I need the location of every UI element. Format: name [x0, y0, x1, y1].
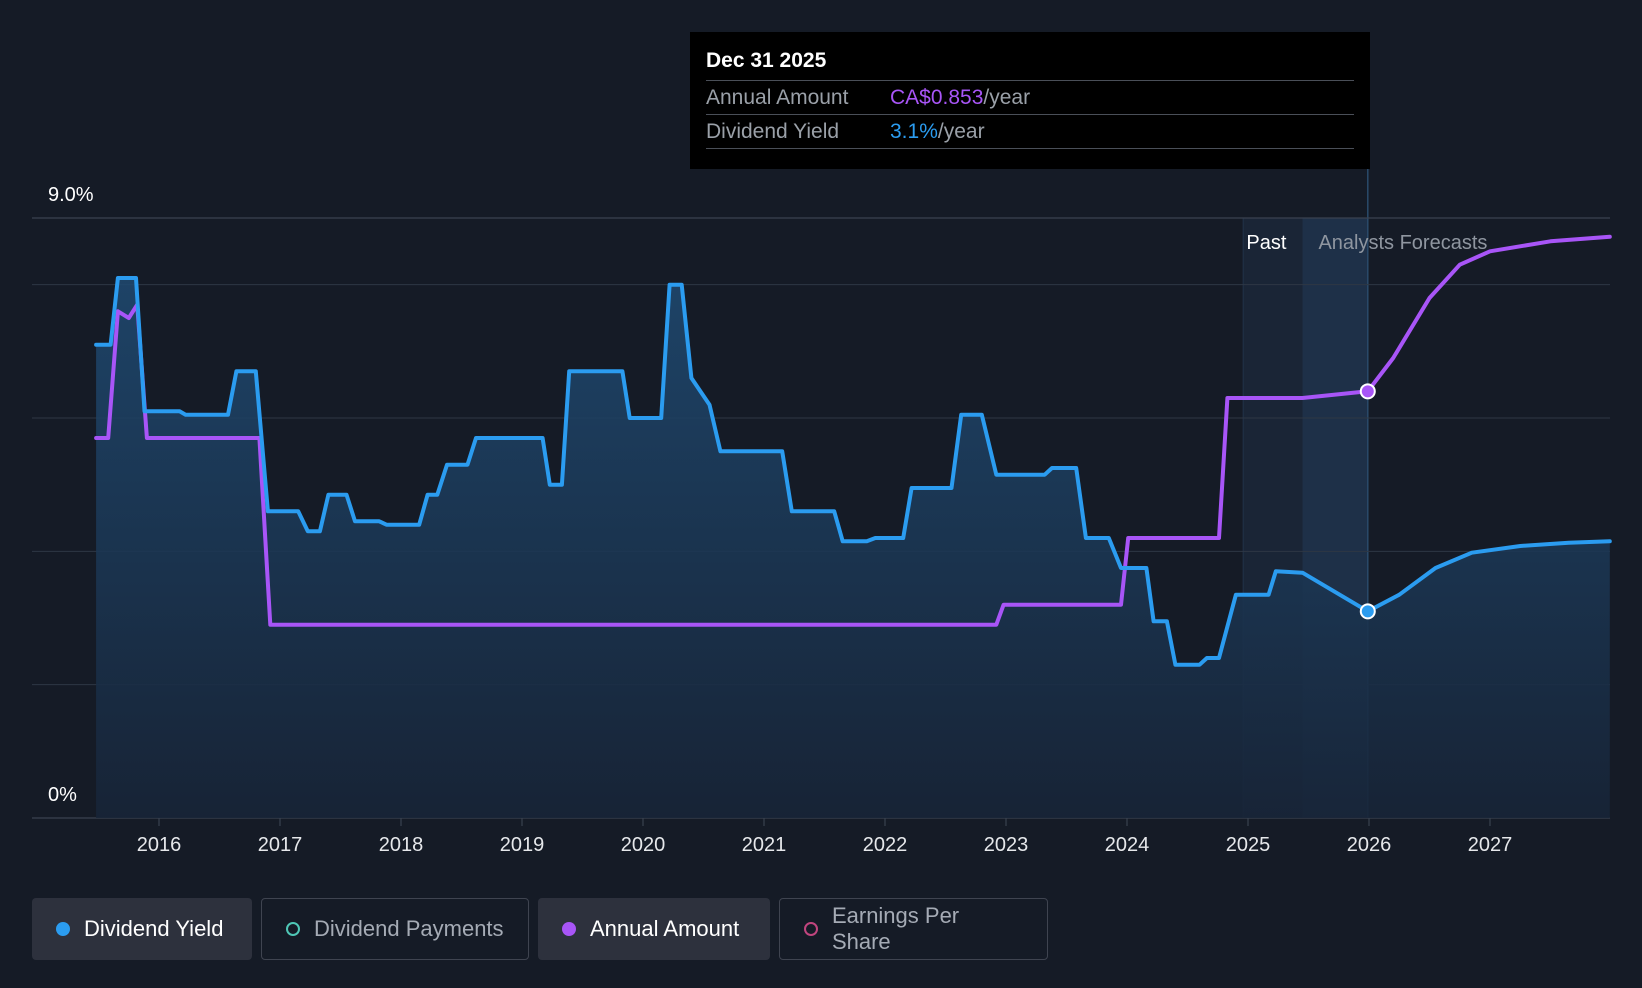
dividend-yield-marker: [1359, 603, 1376, 620]
x-tick-label: 2016: [137, 834, 182, 856]
x-tick-label: 2019: [500, 834, 545, 856]
legend: Dividend Yield Dividend Payments Annual …: [32, 898, 1057, 960]
legend-ring-icon: [286, 922, 300, 936]
tooltip-date: Dec 31 2025: [706, 49, 827, 72]
x-tick-label: 2020: [621, 834, 666, 856]
dividend-yield-line: [94, 276, 1612, 667]
legend-earnings-per-share[interactable]: Earnings Per Share: [779, 898, 1048, 960]
legend-dot-icon: [56, 922, 70, 936]
x-tick-label: 2025: [1226, 834, 1271, 856]
highlight-markers: [1359, 383, 1376, 620]
series-lines: [94, 234, 1612, 667]
x-tick-label: 2021: [742, 834, 787, 856]
x-tick-label: 2024: [1105, 834, 1150, 856]
legend-label: Dividend Yield: [84, 916, 224, 941]
x-tick-label: 2023: [984, 834, 1029, 856]
annual-amount-marker: [1359, 383, 1376, 400]
legend-dot-icon: [562, 922, 576, 936]
chart-labels: 9.0% 0% Past Analysts Forecasts: [48, 184, 1487, 806]
legend-label: Dividend Payments: [314, 916, 504, 941]
tooltip-yield-label: Dividend Yield: [706, 120, 840, 143]
y-axis-bottom-label: 0%: [48, 784, 77, 806]
legend-dividend-yield[interactable]: Dividend Yield: [32, 898, 252, 960]
forecast-label: Analysts Forecasts: [1318, 232, 1487, 254]
legend-ring-icon: [804, 922, 818, 936]
x-tick-label: 2017: [258, 834, 303, 856]
tooltip: Dec 31 2025 Annual Amount CA$0.853 /year…: [690, 32, 1370, 169]
past-label: Past: [1246, 232, 1286, 254]
yield-area: [96, 278, 1610, 818]
x-tick-label: 2018: [379, 834, 424, 856]
x-axis-ticks: 2016 2017 2018 2019 2020 2021 2022 2023 2024 2025…: [137, 818, 1513, 856]
legend-label: Annual Amount: [590, 916, 740, 941]
x-tick-label: 2027: [1468, 834, 1513, 856]
x-tick-label: 2026: [1347, 834, 1392, 856]
dividend-yield-area: [96, 278, 1610, 818]
y-axis-top-label: 9.0%: [48, 184, 94, 206]
tooltip-yield-row: Dividend Yield 3.1% /year: [706, 114, 1354, 149]
legend-label: Earnings Per Share: [831, 903, 960, 954]
tooltip-annual-value: CA$0.853: [890, 86, 984, 109]
legend-dividend-payments[interactable]: Dividend Payments: [261, 898, 529, 960]
tooltip-yield-unit: /year: [937, 120, 985, 143]
tooltip-annual-unit: /year: [983, 86, 1031, 109]
annual-amount-line: [94, 234, 1612, 627]
legend-annual-amount[interactable]: Annual Amount: [538, 898, 770, 960]
tooltip-annual-label: Annual Amount: [706, 86, 849, 109]
x-tick-label: 2022: [863, 834, 908, 856]
tooltip-annual-row: Annual Amount CA$0.853 /year: [706, 80, 1354, 114]
tooltip-yield-value: 3.1%: [890, 120, 938, 143]
